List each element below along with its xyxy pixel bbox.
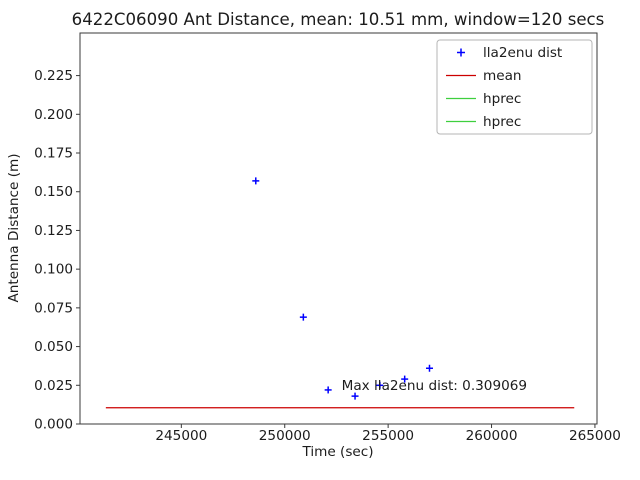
legend-frame <box>436 39 593 135</box>
y-tick-label: 0.000 <box>34 417 73 433</box>
scatter-point-marker <box>376 381 384 389</box>
scatter-point-marker <box>351 392 359 400</box>
legend: lla2enu dist mean hprec hprec <box>436 39 593 135</box>
scatter-point-marker <box>401 375 409 383</box>
y-tick-label: 0.025 <box>34 378 73 394</box>
y-tick-label: 0.200 <box>34 107 73 123</box>
axes-frame <box>79 32 598 425</box>
x-tick-label: 265000 <box>569 428 621 444</box>
legend-entry: lla2enu dist <box>457 45 562 61</box>
y-axis-label: Antenna Distance (m) <box>6 153 22 302</box>
y-tick-label: 0.150 <box>34 184 73 200</box>
legend-entry: mean <box>446 68 522 84</box>
y-tick-label: 0.175 <box>34 146 73 162</box>
x-tick-label: 255000 <box>362 428 414 444</box>
series-lla2enu-dist <box>252 177 433 400</box>
legend-label: lla2enu dist <box>483 45 562 61</box>
x-tick-label: 245000 <box>155 428 207 444</box>
y-tick-label: 0.225 <box>34 68 73 84</box>
y-tick-label: 0.125 <box>34 223 73 239</box>
legend-label: hprec <box>483 91 521 107</box>
y-tick-label: 0.100 <box>34 262 73 278</box>
legend-entry: hprec <box>446 91 521 107</box>
legend-entry: hprec <box>446 114 521 130</box>
x-tick-label: 260000 <box>466 428 518 444</box>
y-tick-label: 0.050 <box>34 339 73 355</box>
chart-title: 6422C06090 Ant Distance, mean: 10.51 mm,… <box>72 10 605 29</box>
x-tick-label: 250000 <box>259 428 311 444</box>
plot-area: 245000 250000 255000 260000 265000 0.000 0.025… <box>34 32 621 444</box>
legend-label: hprec <box>483 114 521 130</box>
legend-label: mean <box>483 68 522 84</box>
y-tick-label: 0.075 <box>34 300 73 316</box>
scatter-point-marker <box>252 177 260 185</box>
scatter-point-marker <box>425 364 433 372</box>
scatter-point-marker <box>299 313 307 321</box>
max-dist-annotation: Max lla2enu dist: 0.309069 <box>342 378 527 394</box>
scatter-point-marker <box>324 386 332 394</box>
x-axis-label: Time (sec) <box>301 444 373 460</box>
